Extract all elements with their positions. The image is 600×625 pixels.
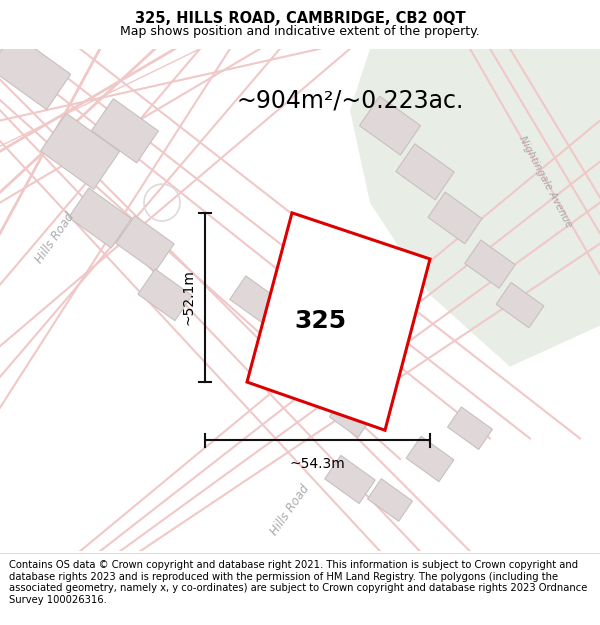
Text: Map shows position and indicative extent of the property.: Map shows position and indicative extent… — [120, 25, 480, 38]
Polygon shape — [0, 33, 71, 109]
Polygon shape — [368, 479, 412, 521]
Text: ~904m²/~0.223ac.: ~904m²/~0.223ac. — [236, 88, 464, 112]
Text: Nightingale Avenue: Nightingale Avenue — [517, 134, 574, 229]
Polygon shape — [325, 456, 375, 504]
Text: 325: 325 — [294, 309, 346, 332]
Polygon shape — [68, 188, 131, 248]
Polygon shape — [350, 49, 600, 367]
Polygon shape — [138, 269, 192, 321]
Text: ~52.1m: ~52.1m — [181, 269, 195, 326]
Text: Hills Road: Hills Road — [33, 211, 77, 266]
Text: 325, HILLS ROAD, CAMBRIDGE, CB2 0QT: 325, HILLS ROAD, CAMBRIDGE, CB2 0QT — [134, 11, 466, 26]
Polygon shape — [406, 436, 454, 482]
Polygon shape — [428, 192, 482, 244]
Text: Contains OS data © Crown copyright and database right 2021. This information is : Contains OS data © Crown copyright and d… — [9, 560, 587, 605]
Polygon shape — [261, 324, 309, 369]
Polygon shape — [40, 113, 119, 189]
Polygon shape — [116, 216, 174, 272]
Polygon shape — [359, 96, 421, 155]
Polygon shape — [465, 240, 515, 288]
Polygon shape — [230, 276, 280, 324]
Text: Hills Road: Hills Road — [268, 482, 312, 538]
Polygon shape — [293, 361, 337, 403]
Polygon shape — [448, 407, 493, 449]
Polygon shape — [329, 398, 371, 437]
Text: ~54.3m: ~54.3m — [290, 457, 346, 471]
Polygon shape — [396, 144, 454, 200]
Polygon shape — [92, 99, 158, 163]
Polygon shape — [247, 213, 430, 430]
Polygon shape — [496, 282, 544, 328]
